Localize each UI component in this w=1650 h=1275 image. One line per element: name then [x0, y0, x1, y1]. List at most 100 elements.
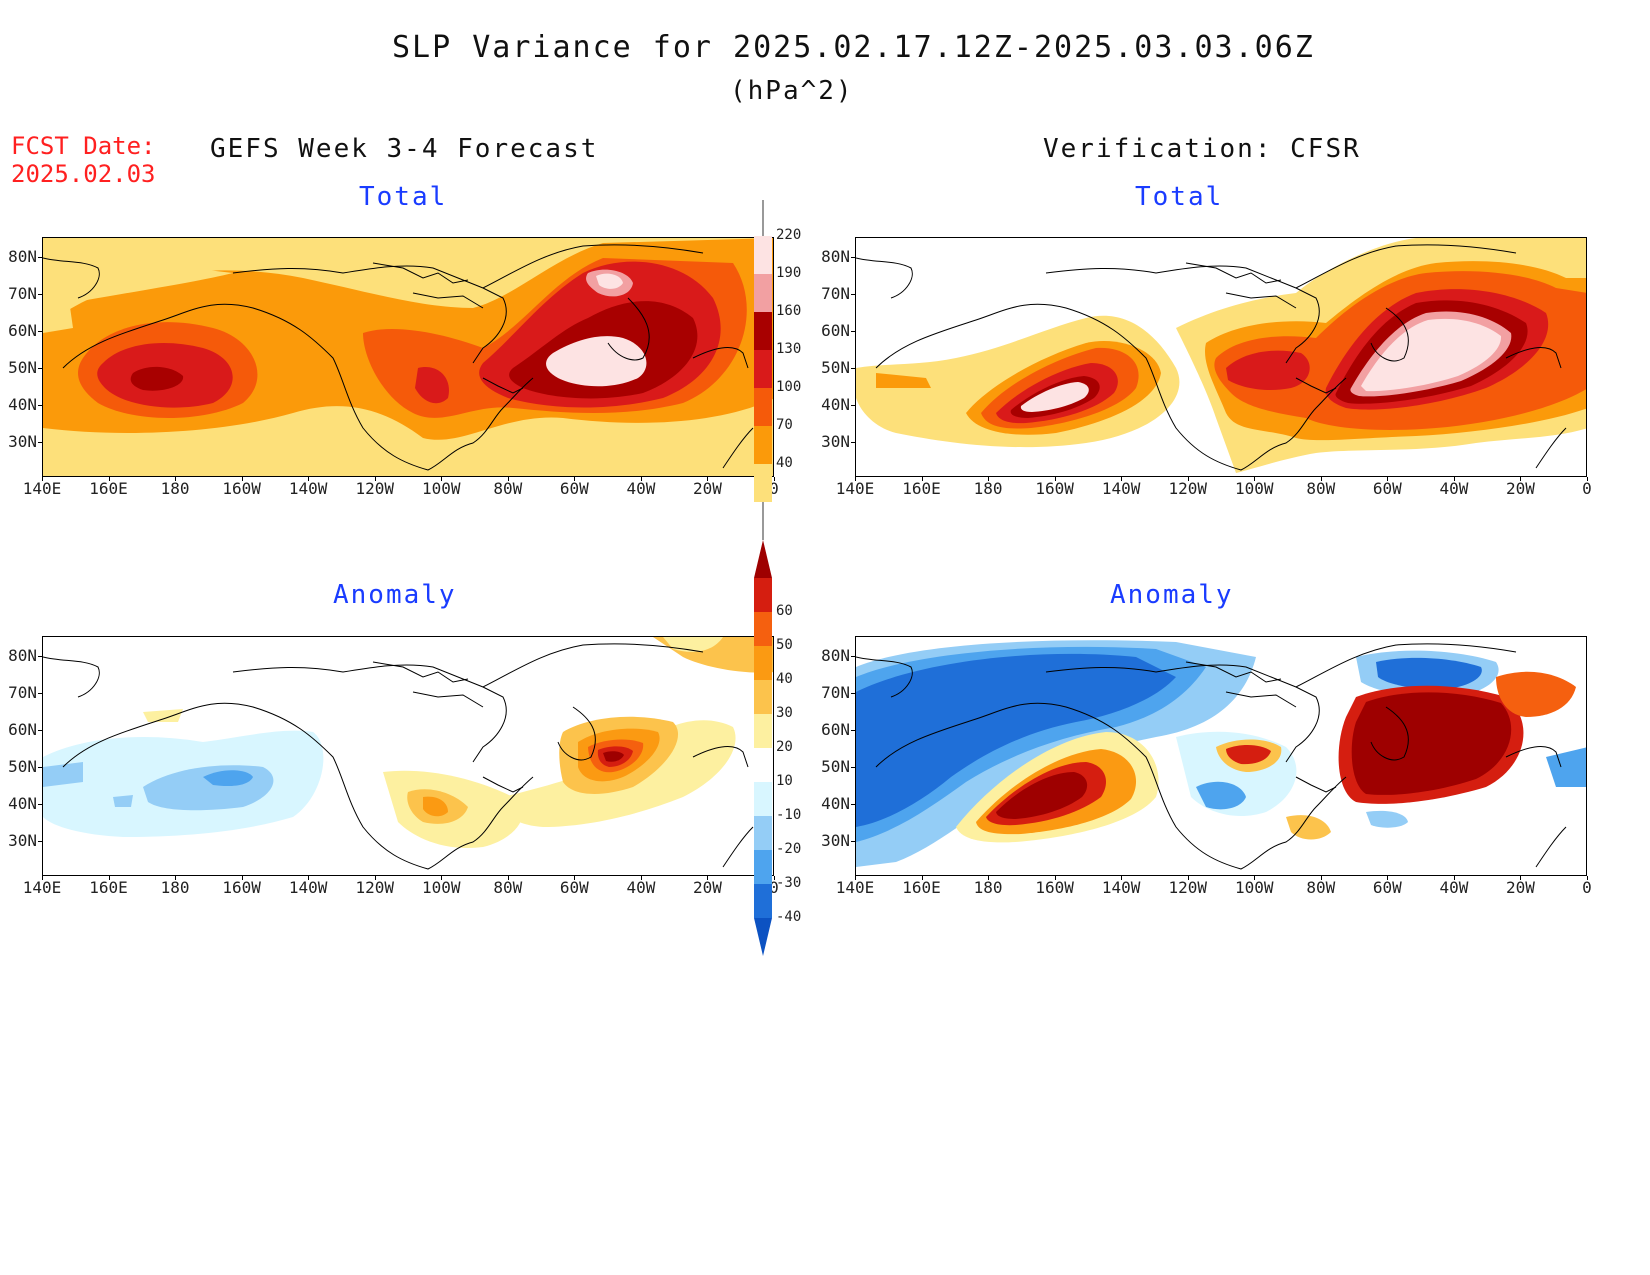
colorbar-segment: [754, 312, 772, 350]
forecast-anomaly-lon-label: 180: [160, 878, 190, 897]
forecast-anomaly-lat-label: 40N: [8, 794, 37, 813]
forecast-anomaly-lon-tick: [308, 876, 310, 880]
verification-anomaly-lat-label: 70N: [821, 683, 850, 702]
forecast-total-lon-tick: [42, 477, 43, 481]
forecast-total-lat-tick: [38, 257, 42, 258]
verification-anomaly-lon-tick: [1121, 876, 1123, 880]
verification-total-lon-label: 140E: [835, 479, 875, 498]
forecast-total-lon-tick: [175, 477, 177, 481]
verification-total-lon-tick: [1520, 477, 1522, 481]
forecast-total-lat-tick: [38, 331, 42, 332]
verification-anomaly-lon-label: 140E: [835, 878, 875, 897]
verification-anomaly-lat-tick: [851, 767, 855, 768]
forecast-anomaly-lon-tick: [574, 876, 576, 880]
forecast-anomaly-lon-tick: [241, 876, 243, 880]
colorbar-segment: [754, 646, 772, 680]
fcst-date: 2025.02.03: [11, 160, 156, 188]
colorbar-segment: [754, 426, 772, 464]
forecast-anomaly-lat-label: 30N: [8, 831, 37, 850]
verification-total-lat-tick: [851, 368, 855, 369]
forecast-total-lon-tick: [108, 477, 110, 481]
verification-anomaly-lon-tick: [1054, 876, 1056, 880]
verification-anomaly-lon-label: 120W: [1168, 878, 1207, 897]
forecast-anomaly-lon-label: 60W: [559, 878, 589, 897]
forecast-total-lon-label: 40W: [626, 479, 656, 498]
colorbar-segment: [754, 816, 772, 850]
forecast-total-lon-label: 140E: [22, 479, 62, 498]
units-label: (hPa^2): [730, 76, 854, 106]
colorbar-level-label: 130: [776, 341, 802, 357]
forecast-anomaly-lon-label: 160E: [89, 878, 128, 897]
forecast-total-lat-tick: [38, 442, 42, 443]
forecast-total-lon-tick: [308, 477, 310, 481]
verification-total-lon-tick: [921, 477, 923, 481]
verification-total-title: Total: [1135, 182, 1224, 212]
forecast-anomaly-lat-tick: [38, 656, 42, 657]
verification-total-lon-tick: [988, 477, 990, 481]
colorbar-level-label: 20: [776, 739, 793, 755]
colorbar-top-arrow: [754, 540, 772, 578]
verification-total-lon-label: 60W: [1372, 479, 1402, 498]
forecast-total-lon-tick: [507, 477, 509, 481]
forecast-total-lon-tick: [574, 477, 576, 481]
verification-anomaly-lat-label: 80N: [821, 646, 850, 665]
verification-anomaly-lat-label: 50N: [821, 757, 850, 776]
forecast-total-lon-label: 80W: [493, 479, 523, 498]
verification-anomaly-lon-label: 100W: [1235, 878, 1274, 897]
verification-total-lat-label: 70N: [821, 284, 850, 303]
forecast-anomaly-title: Anomaly: [333, 580, 457, 610]
verification-total-lon-tick: [1254, 477, 1256, 481]
forecast-total-lon-tick: [241, 477, 243, 481]
verification-anomaly-lon-tick: [921, 876, 923, 880]
verification-anomaly-lat-label: 60N: [821, 720, 850, 739]
verification-total-lon-tick: [1121, 477, 1123, 481]
verification-anomaly-title: Anomaly: [1110, 580, 1234, 610]
forecast-anomaly-lon-label: 100W: [422, 878, 461, 897]
forecast-anomaly-lat-tick: [38, 767, 42, 768]
verification-total-lat-tick: [851, 405, 855, 406]
colorbar-level-label: 60: [776, 603, 793, 619]
verification-total-lon-label: 80W: [1306, 479, 1336, 498]
verification-total-lon-tick: [1320, 477, 1322, 481]
forecast-total-lon-tick: [374, 477, 376, 481]
forecast-anomaly-lat-tick: [38, 841, 42, 842]
forecast-anomaly-lon-label: 20W: [693, 878, 722, 897]
main-title: SLP Variance for 2025.02.17.12Z-2025.03.…: [392, 30, 1315, 65]
forecast-total-lon-tick: [640, 477, 642, 481]
forecast-anomaly-lat-tick: [38, 693, 42, 694]
verification-total-lon-tick: [1387, 477, 1389, 481]
colorbar-segment: [754, 782, 772, 816]
verification-anomaly-lon-label: 80W: [1306, 878, 1336, 897]
colorbar-level-label: -30: [776, 875, 802, 891]
forecast-total-lat-label: 30N: [8, 432, 37, 451]
verification-total-lon-tick: [1453, 477, 1455, 481]
colorbar-segment: [754, 464, 772, 502]
colorbar-level-label: -20: [776, 841, 802, 857]
verification-anomaly-lon-tick: [1453, 876, 1455, 880]
verification-total-lat-label: 50N: [821, 358, 850, 377]
forecast-anomaly-lat-tick: [38, 730, 42, 731]
forecast-total-lat-label: 50N: [8, 358, 37, 377]
colorbar-level-label: 70: [776, 417, 793, 433]
verification-anomaly-lon-label: 140W: [1101, 878, 1141, 897]
forecast-anomaly-lon-tick: [441, 876, 443, 880]
colorbar-level-label: -10: [776, 807, 802, 823]
verification-anomaly-lat-label: 30N: [821, 831, 850, 850]
colorbar-segment: [754, 884, 772, 918]
colorbar-bottom-arrow: [754, 918, 772, 956]
colorbar-level-label: 100: [776, 379, 802, 395]
verification-total-lon-tick: [855, 477, 856, 481]
forecast-anomaly-lon-label: 0: [769, 878, 779, 897]
forecast-total-lon-label: 160W: [222, 479, 261, 498]
colorbar-top-cap: [754, 200, 772, 236]
verification-total-lat-tick: [851, 294, 855, 295]
forecast-total-lat-label: 60N: [8, 321, 37, 340]
verification-anomaly-lon-tick: [1254, 876, 1256, 880]
forecast-total-lon-label: 120W: [355, 479, 394, 498]
forecast-total-lon-label: 140W: [288, 479, 328, 498]
forecast-anomaly-lon-label: 140W: [288, 878, 328, 897]
forecast-anomaly-lat-label: 70N: [8, 683, 37, 702]
verification-total-lon-tick: [1054, 477, 1056, 481]
forecast-anomaly-lon-tick: [774, 876, 775, 880]
colorbar-level-label: 190: [776, 265, 802, 281]
